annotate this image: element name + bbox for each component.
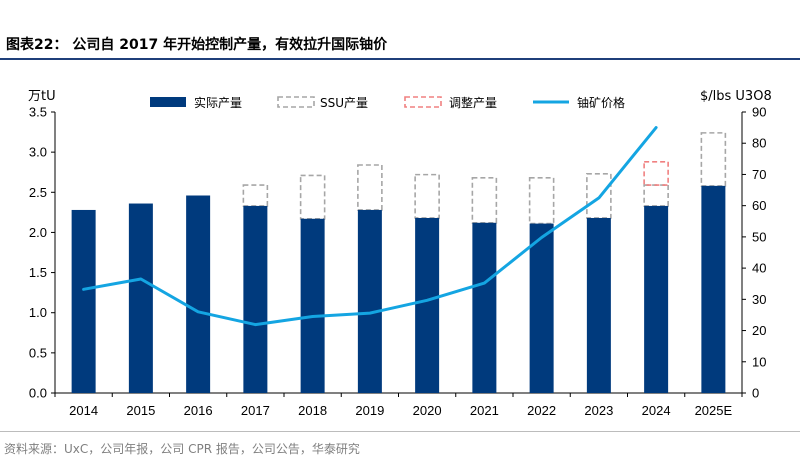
left-tick-label: 2.5	[29, 185, 47, 200]
x-tick-label: 2017	[241, 403, 270, 418]
source-note: 资料来源：UxC，公司年报，公司 CPR 报告，公司公告，华泰研究	[4, 442, 360, 456]
left-axis-unit: 万tU	[28, 89, 56, 104]
x-axis-labels: 2014 2015 2016 2017 2018 2019 2020 2021 2022 2023…	[69, 403, 732, 418]
chart: 0.0 0.5 1.0 1.5 2.0 2.5 3.0 3.5 0 10 20 30 40 50 60 70 8…	[28, 89, 772, 418]
x-tick-label: 2020	[413, 403, 442, 418]
actual-bar	[472, 222, 497, 393]
right-tick-label: 70	[752, 167, 766, 182]
actual-bar	[243, 205, 268, 393]
actual-bar	[415, 217, 440, 393]
ssu-bar	[643, 184, 669, 207]
actual-bar	[71, 209, 96, 393]
actual-bar	[128, 203, 153, 393]
legend-swatch-adjusted	[404, 96, 442, 108]
right-tick-label: 50	[752, 229, 766, 244]
ssu-bar	[414, 173, 440, 219]
x-tick-label: 2015	[126, 403, 155, 418]
right-tick-label: 0	[752, 386, 759, 401]
legend-label-adjusted: 调整产量	[449, 95, 497, 110]
actual-bar	[644, 205, 669, 393]
right-axis-unit: $/lbs U3O8	[700, 89, 772, 104]
right-tick-label: 80	[752, 136, 766, 151]
right-tick-label: 90	[752, 105, 766, 120]
x-tick-label: 2022	[527, 403, 556, 418]
x-tick-label: 2021	[470, 403, 499, 418]
ssu-bar	[299, 174, 326, 220]
ssu-bar	[357, 164, 383, 211]
right-tick-label: 40	[752, 261, 766, 276]
x-tick-label: 2024	[642, 403, 671, 418]
title-divider	[0, 58, 800, 60]
legend-label-price: 铀矿价格	[577, 95, 625, 110]
actual-bar	[357, 209, 382, 393]
price-line-path	[82, 126, 658, 327]
adjusted-bar	[643, 160, 669, 186]
left-tick-label: 2.0	[29, 225, 47, 240]
right-tick-label: 20	[752, 323, 766, 338]
left-tick-label: 0.0	[29, 386, 47, 401]
actual-bar	[586, 217, 611, 393]
left-tick-label: 0.5	[29, 345, 47, 360]
legend-label-ssu: SSU产量	[320, 96, 368, 110]
right-tick-label: 60	[752, 198, 766, 213]
legend-swatch-ssu	[277, 96, 315, 108]
left-tick-label: 3.5	[29, 105, 47, 120]
ssu-bar	[700, 132, 727, 187]
actual-bar	[300, 218, 325, 393]
x-tick-label: 2016	[184, 403, 213, 418]
x-tick-label: 2023	[584, 403, 613, 418]
left-tick-label: 1.5	[29, 265, 47, 280]
ssu-bar	[471, 177, 498, 224]
legend-swatch-actual	[150, 97, 186, 107]
legend: 实际产量 SSU产量 调整产量 铀矿价格	[150, 95, 625, 110]
legend-label-actual: 实际产量	[194, 95, 242, 110]
x-tick-label: 2018	[298, 403, 327, 418]
figure-title: 图表22： 公司自 2017 年开始控制产量，有效拉升国际铀价	[6, 37, 388, 53]
price-line	[82, 126, 658, 327]
actual-bar	[529, 223, 554, 393]
x-tick-label: 2014	[69, 403, 98, 418]
actual-bar	[701, 185, 726, 393]
left-tick-label: 1.0	[29, 305, 47, 320]
ssu-bar	[528, 177, 555, 225]
axes: 0.0 0.5 1.0 1.5 2.0 2.5 3.0 3.5 0 10 20 30 40 50 60 70 8…	[29, 105, 767, 401]
right-tick-label: 10	[752, 354, 766, 369]
x-tick-label: 2019	[355, 403, 384, 418]
actual-bar	[186, 195, 211, 393]
left-tick-label: 3.0	[29, 145, 47, 160]
bars	[71, 132, 727, 393]
source-divider	[0, 431, 800, 432]
ssu-bar	[242, 184, 269, 207]
x-tick-label: 2025E	[695, 403, 733, 418]
right-tick-label: 30	[752, 292, 766, 307]
